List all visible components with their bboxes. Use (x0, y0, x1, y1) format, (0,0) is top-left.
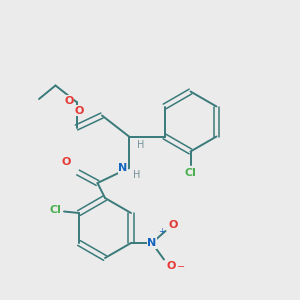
Text: O: O (167, 261, 176, 271)
Text: Cl: Cl (49, 205, 61, 215)
Text: O: O (75, 106, 84, 116)
Text: +: + (158, 226, 165, 236)
Text: −: − (178, 262, 186, 272)
Text: O: O (169, 220, 178, 230)
Text: O: O (61, 157, 70, 167)
Text: H: H (136, 140, 144, 149)
Text: N: N (118, 163, 128, 173)
Text: N: N (147, 238, 157, 248)
Text: Cl: Cl (184, 168, 196, 178)
Text: O: O (64, 95, 74, 106)
Text: H: H (134, 169, 141, 179)
